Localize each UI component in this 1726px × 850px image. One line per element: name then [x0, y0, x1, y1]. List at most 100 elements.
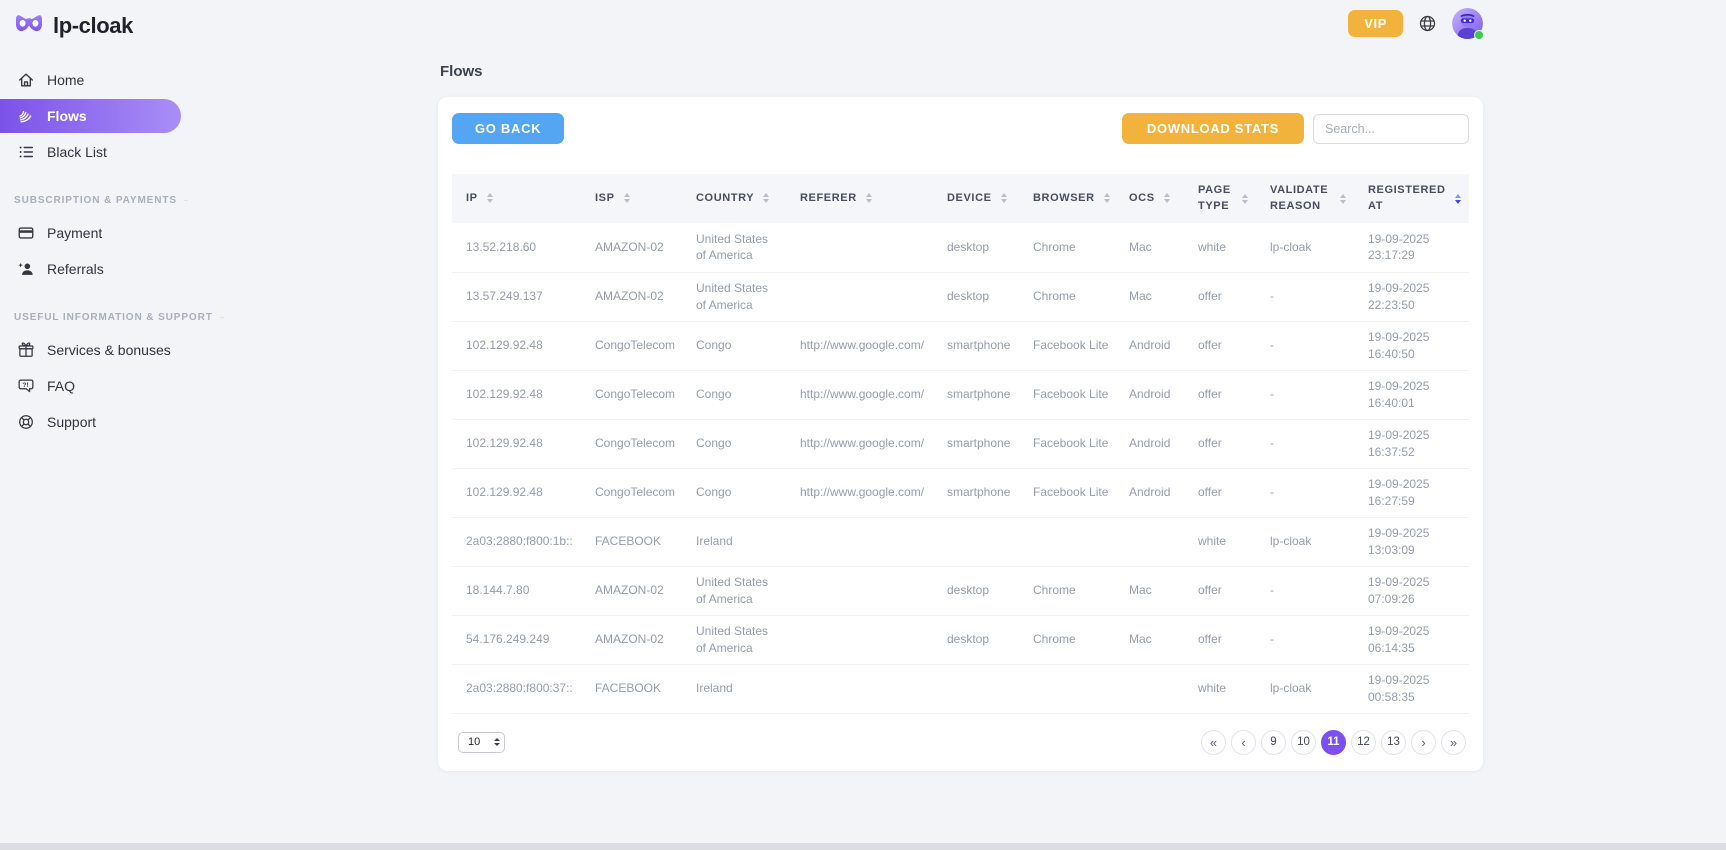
cell-isp: CongoTelecom	[595, 485, 676, 500]
cell-ip: 13.57.249.137	[466, 289, 543, 304]
pagination-prev-button[interactable]: ‹	[1231, 729, 1256, 755]
mask-icon	[14, 13, 44, 39]
cell-isp: CongoTelecom	[595, 436, 676, 451]
cell-ip: 2a03:2880:f800:37::	[466, 681, 573, 696]
column-header-label: COUNTRY	[696, 191, 755, 204]
sidebar-item-faq[interactable]: ?! FAQ	[0, 369, 181, 403]
pagination-page-9[interactable]: 9	[1261, 729, 1286, 755]
cell-referer: http://www.google.com/	[800, 436, 925, 451]
cell-browser: Chrome	[1033, 583, 1076, 598]
pagination-last-button[interactable]: »	[1441, 729, 1466, 755]
sidebar-item-support[interactable]: Support	[0, 405, 181, 439]
sidebar-item-referrals[interactable]: Referrals	[0, 252, 181, 286]
cell-validate_reason: -	[1270, 289, 1274, 304]
cell-ocs: Android	[1129, 338, 1171, 353]
column-header-browser[interactable]: BROWSER	[1019, 174, 1115, 223]
pagination-next-button[interactable]: ›	[1411, 729, 1436, 755]
go-back-button[interactable]: GO BACK	[452, 113, 565, 144]
horizontal-scrollbar[interactable]	[0, 843, 1726, 850]
sidebar-nav: Home Flows Black List SUBSCRIPTION & PAYMEN…	[0, 63, 224, 439]
table-row: 102.129.92.48 CongoTelecom Congo http://www…	[452, 419, 1469, 468]
pagination-page-11[interactable]: 11	[1321, 729, 1346, 755]
column-header-device[interactable]: DEVICE	[933, 174, 1019, 223]
per-page-select[interactable]: 10	[458, 731, 505, 753]
sort-icon	[1340, 193, 1346, 204]
table-row: 2a03:2880:f800:37:: FACEBOOK Ireland white l…	[452, 664, 1469, 713]
cell-browser: Chrome	[1033, 632, 1076, 647]
sidebar-section-header: USEFUL INFORMATION & SUPPORT	[14, 312, 224, 323]
column-header-page_type[interactable]: PAGE TYPE	[1184, 174, 1256, 223]
table-row: 13.57.249.137 AMAZON-02 United States of A…	[452, 272, 1469, 321]
support-icon	[17, 413, 35, 431]
sidebar-item-flows[interactable]: Flows	[0, 99, 181, 133]
sidebar: lp-cloak Home Flows Black List SUBSCRIPTION…	[0, 0, 224, 850]
avatar[interactable]	[1452, 7, 1484, 40]
cell-device	[933, 664, 1019, 713]
main-content: VIP Flows GO BACK DOWNLOAD STATS IP ISP CO…	[181, 0, 1726, 850]
sidebar-item-label: Services & bonuses	[47, 342, 171, 358]
cell-ocs	[1115, 517, 1184, 566]
column-header-validate_reason[interactable]: VALIDATE REASON	[1256, 174, 1354, 223]
sort-icon	[1163, 193, 1170, 204]
pagination: «‹ 9 10 11 12 13 ›»	[1201, 729, 1466, 755]
cell-device	[933, 517, 1019, 566]
column-header-isp[interactable]: ISP	[581, 174, 682, 223]
cell-ocs: Mac	[1129, 240, 1152, 255]
table-row: 13.52.218.60 AMAZON-02 United States of Am…	[452, 223, 1469, 272]
pagination-page-10[interactable]: 10	[1291, 729, 1316, 755]
cell-validate_reason: lp-cloak	[1270, 681, 1312, 696]
cell-country: Ireland	[696, 534, 733, 549]
pagination-first-button[interactable]: «	[1201, 729, 1226, 755]
cell-device: smartphone	[947, 387, 1011, 402]
cell-page_type: offer	[1198, 387, 1222, 402]
cell-registered_at: 19-09-2025 06:14:35	[1368, 624, 1430, 655]
cell-referer	[786, 664, 933, 713]
cell-referer	[786, 566, 933, 615]
table-head: IP ISP COUNTRY REFERER DEVICE BROWSER OCS PAGE …	[452, 174, 1469, 223]
cell-isp: AMAZON-02	[595, 289, 664, 304]
sidebar-item-label: Black List	[47, 144, 107, 160]
section-header-label: USEFUL INFORMATION & SUPPORT	[14, 312, 213, 323]
cell-validate_reason: -	[1270, 583, 1274, 598]
globe-icon[interactable]	[1419, 15, 1436, 32]
payment-icon	[17, 224, 35, 242]
sidebar-item-home[interactable]: Home	[0, 63, 181, 97]
cell-isp: AMAZON-02	[595, 240, 664, 255]
cell-page_type: offer	[1198, 436, 1222, 451]
black-list-icon	[17, 143, 35, 161]
column-header-label: VALIDATE REASON	[1270, 184, 1329, 212]
cell-registered_at: 19-09-2025 16:27:59	[1368, 477, 1430, 508]
column-header-country[interactable]: COUNTRY	[682, 174, 786, 223]
pagination-page-13[interactable]: 13	[1381, 729, 1406, 755]
vip-button[interactable]: VIP	[1348, 9, 1403, 37]
cell-ocs	[1115, 664, 1184, 713]
sort-icon	[623, 193, 630, 204]
cell-country: United States of America	[696, 575, 769, 606]
cell-device: desktop	[947, 632, 990, 647]
section-header-label: SUBSCRIPTION & PAYMENTS	[14, 195, 177, 206]
cell-browser: Facebook Lite	[1033, 485, 1109, 500]
brand[interactable]: lp-cloak	[0, 8, 181, 39]
column-header-registered_at[interactable]: REGISTERED AT	[1354, 174, 1469, 223]
sidebar-item-black-list[interactable]: Black List	[0, 135, 181, 169]
pagination-page-12[interactable]: 12	[1351, 729, 1376, 755]
sidebar-item-payment[interactable]: Payment	[0, 216, 181, 250]
cell-validate_reason: -	[1270, 436, 1274, 451]
cell-referer: http://www.google.com/	[800, 485, 925, 500]
column-header-referer[interactable]: REFERER	[786, 174, 933, 223]
cell-referer: http://www.google.com/	[800, 387, 925, 402]
sidebar-item-services-bonuses[interactable]: Services & bonuses	[0, 333, 181, 367]
column-header-ocs[interactable]: OCS	[1115, 174, 1184, 223]
sort-icon	[865, 193, 872, 204]
cell-country: United States of America	[696, 624, 769, 655]
search-input[interactable]	[1313, 113, 1469, 144]
section-divider	[219, 317, 224, 318]
sidebar-item-label: Flows	[47, 108, 87, 124]
cell-page_type: white	[1198, 240, 1227, 255]
sidebar-item-label: Support	[47, 414, 97, 430]
cell-browser: Chrome	[1033, 240, 1076, 255]
cell-validate_reason: -	[1270, 632, 1274, 647]
download-stats-button[interactable]: DOWNLOAD STATS	[1121, 113, 1304, 144]
column-header-ip[interactable]: IP	[452, 174, 581, 223]
